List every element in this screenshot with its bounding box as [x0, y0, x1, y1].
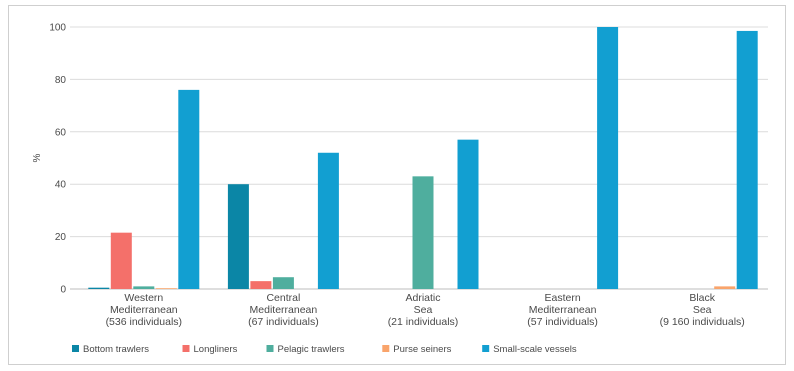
bar-longliners-0 [110, 232, 132, 289]
legend-label: Purse seiners [393, 344, 451, 355]
x-category-label: Black [689, 292, 715, 304]
y-tick-label: 100 [49, 23, 66, 34]
x-category-label: Sea [414, 304, 433, 316]
chart-frame [8, 5, 786, 365]
y-tick-label: 40 [55, 180, 67, 191]
bar-small-scale-vessels-4 [736, 30, 758, 290]
legend-swatch [72, 345, 79, 352]
legend-label: Longliners [194, 344, 238, 355]
legend-label: Small-scale vessels [493, 344, 577, 355]
legend-label: Pelagic trawlers [278, 344, 345, 355]
y-tick-label: 60 [55, 127, 67, 138]
bar-small-scale-vessels-2 [457, 139, 479, 289]
x-category-label: Sea [693, 304, 712, 316]
bar-small-scale-vessels-1 [317, 152, 339, 289]
bar-longliners-1 [250, 281, 272, 289]
bar-purse-seiners-0 [155, 288, 177, 290]
x-category-label: Western [124, 292, 163, 304]
x-category-label: Eastern [545, 292, 581, 304]
legend-swatch [182, 345, 190, 352]
bar-purse-seiners-4 [714, 286, 736, 289]
x-category-label: (536 individuals) [106, 316, 182, 328]
bar-bottom-trawlers-0 [88, 287, 110, 289]
y-axis-title: % [32, 153, 43, 162]
bar-small-scale-vessels-0 [178, 89, 200, 289]
bar-pelagic-trawlers-2 [412, 176, 434, 289]
y-tick-label: 20 [55, 232, 67, 243]
x-category-label: Mediterranean [529, 304, 597, 316]
x-category-label: (21 individuals) [388, 316, 459, 328]
x-category-label: Mediterranean [110, 304, 178, 316]
legend-swatch [266, 345, 274, 352]
x-category-label: (57 individuals) [527, 316, 598, 328]
legend-swatch [482, 345, 490, 352]
x-category-label: Central [266, 292, 300, 304]
x-category-label: (9 160 individuals) [660, 316, 745, 328]
x-category-label: Mediterranean [250, 304, 318, 316]
bar-pelagic-trawlers-0 [133, 286, 155, 289]
x-category-label: (67 individuals) [248, 316, 319, 328]
y-tick-label: 80 [55, 75, 67, 86]
y-tick-label: 0 [60, 285, 66, 296]
bar-small-scale-vessels-3 [597, 27, 619, 289]
legend-label: Bottom trawlers [83, 344, 149, 355]
bar-bottom-trawlers-1 [227, 184, 249, 289]
x-category-label: Adriatic [405, 292, 440, 304]
legend-swatch [382, 345, 390, 352]
bar-pelagic-trawlers-1 [272, 277, 294, 289]
